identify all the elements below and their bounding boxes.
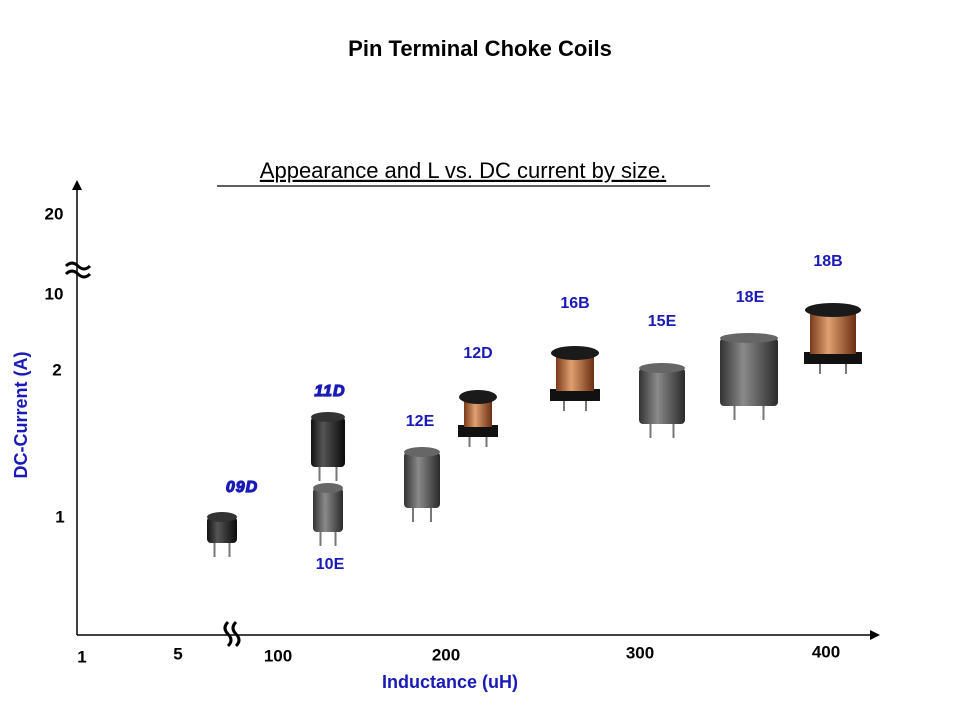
coil [804, 303, 862, 374]
coil-label: 12D [463, 345, 492, 362]
coil [313, 483, 343, 546]
y-tick-label: 10 [45, 284, 64, 303]
coil [720, 333, 778, 420]
coil-label: 18E [736, 289, 765, 306]
x-tick-label: 200 [432, 645, 460, 664]
winding [556, 355, 594, 391]
x-tick-label: 1 [77, 647, 86, 666]
base [804, 352, 862, 364]
title: Pin Terminal Choke Coils [348, 36, 612, 61]
y-tick-label: 2 [52, 360, 61, 379]
base [458, 425, 498, 437]
coil-label: 10E [316, 556, 345, 573]
body [311, 417, 345, 467]
x-tick-label: 100 [264, 646, 292, 665]
x-tick-label: 300 [626, 643, 654, 662]
x-axis-title: Inductance (uH) [382, 672, 518, 692]
coil-label: 12E [406, 413, 435, 430]
body [207, 517, 237, 543]
coil-label: 09D [226, 479, 258, 496]
x-tick-label: 400 [812, 642, 840, 661]
x-tick-label: 5 [173, 644, 182, 663]
x-arrow [870, 630, 880, 640]
cap [311, 412, 345, 422]
cap [639, 363, 685, 373]
base [550, 389, 600, 401]
axis-break [64, 261, 92, 279]
coil-label: 18B [813, 253, 842, 270]
coil [458, 390, 498, 447]
cap [313, 483, 343, 493]
y-tick-label: 20 [45, 204, 64, 223]
cap [805, 303, 861, 317]
coil [404, 447, 440, 522]
cap [404, 447, 440, 457]
y-arrow [72, 180, 82, 190]
coil-label: 15E [648, 313, 677, 330]
coil-label: 11D [314, 383, 345, 400]
body [639, 368, 685, 424]
coil [207, 512, 237, 557]
coil [550, 346, 600, 411]
coil [639, 363, 685, 438]
body [720, 338, 778, 406]
body [313, 488, 343, 532]
cap [720, 333, 778, 343]
axis-break [223, 620, 241, 648]
cap [207, 512, 237, 522]
cap [459, 390, 497, 404]
y-tick-label: 1 [55, 507, 64, 526]
cap [551, 346, 599, 360]
winding [810, 312, 856, 354]
y-axis-title: DC-Current (A) [11, 352, 31, 479]
coil [311, 412, 345, 481]
subtitle: Appearance and L vs. DC current by size. [260, 158, 666, 183]
body [404, 452, 440, 508]
coil-label: 16B [560, 295, 589, 312]
content: 20 10 2 1 1 5 100 200 300 400 09D 10E 11D 12E 12D 16B 15… [45, 204, 862, 666]
